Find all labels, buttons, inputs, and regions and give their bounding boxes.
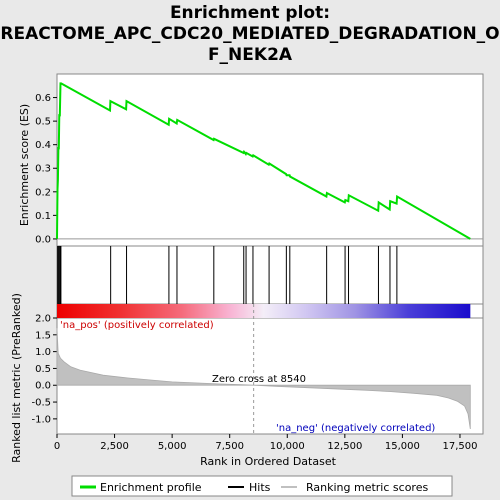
- x-axis: 0 2,500 5,000 7,500 10,000 12,500 15,000 17,500: [54, 434, 478, 452]
- rank-tick-label: 0.0: [35, 381, 51, 392]
- rank-gradient-fill: [57, 304, 470, 318]
- es-tick-label: 0.2: [35, 187, 51, 198]
- zero-cross-label: Zero cross at 8540: [212, 374, 306, 385]
- es-tick-label: 0.6: [35, 93, 51, 104]
- x-tick-label: 17,500: [442, 441, 477, 452]
- es-y-axis-title: Enrichment score (ES): [18, 104, 31, 226]
- es-tick-label: 0.1: [35, 211, 51, 222]
- es-y-axis: 0.0 0.1 0.2 0.3 0.4 0.5 0.6: [35, 93, 57, 245]
- es-tick-label: 0.5: [35, 117, 51, 128]
- es-tick-label: 0.3: [35, 164, 51, 175]
- neg-correlated-label: 'na_neg' (negatively correlated): [276, 423, 435, 434]
- chart-title-line2: REACTOME_APC_CDC20_MEDIATED_DEGRADATION_…: [0, 24, 499, 44]
- x-tick-label: 0: [54, 441, 60, 452]
- hits-panel: [57, 246, 483, 304]
- legend-hits-label: Hits: [249, 481, 271, 494]
- legend-metric-label: Ranking metric scores: [306, 481, 428, 494]
- chart-title-line3: F_NEK2A: [208, 45, 293, 65]
- x-tick-label: 12,500: [327, 441, 362, 452]
- rank-tick-label: 0.5: [35, 364, 51, 375]
- es-panel: [57, 74, 483, 246]
- pos-correlated-label: 'na_pos' (positively correlated): [60, 320, 214, 331]
- x-tick-label: 15,000: [385, 441, 420, 452]
- x-axis-title: Rank in Ordered Dataset: [200, 455, 337, 468]
- rank-tick-label: 2.0: [35, 314, 51, 325]
- es-tick-label: 0.0: [35, 234, 51, 245]
- legend: Enrichment profile Hits Ranking metric s…: [72, 476, 452, 496]
- rank-tick-label: 1.5: [35, 330, 51, 341]
- chart-title-line1: Enrichment plot:: [170, 3, 330, 23]
- rank-y-axis: 2.0 1.5 1.0 0.5 0.0 -0.5 -1.0: [31, 314, 57, 426]
- x-tick-label: 5,000: [158, 441, 187, 452]
- legend-es-label: Enrichment profile: [100, 481, 202, 494]
- rank-tick-label: -1.0: [31, 414, 51, 425]
- rank-y-axis-title: Ranked list metric (PreRanked): [10, 293, 23, 463]
- x-tick-label: 2,500: [100, 441, 129, 452]
- x-tick-label: 7,500: [215, 441, 244, 452]
- x-tick-label: 10,000: [270, 441, 305, 452]
- rank-tick-label: -0.5: [31, 398, 51, 409]
- rank-tick-label: 1.0: [35, 347, 51, 358]
- es-tick-label: 0.4: [35, 140, 51, 151]
